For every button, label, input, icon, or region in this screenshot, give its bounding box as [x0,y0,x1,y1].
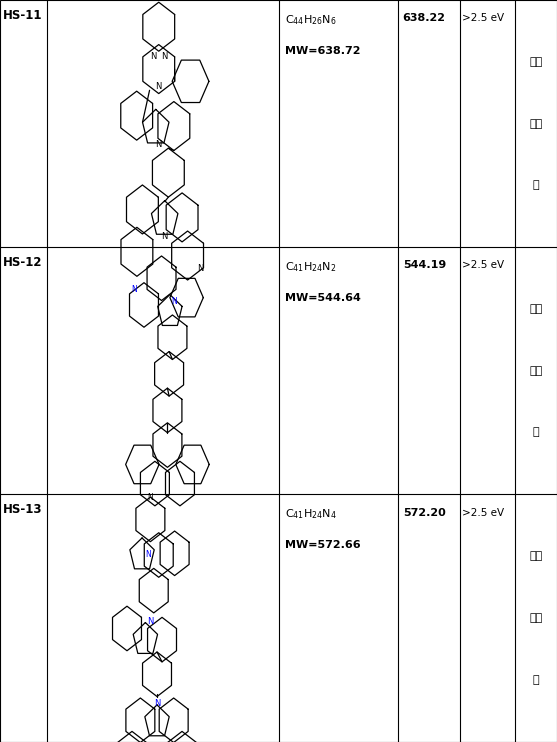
Text: MW=544.64: MW=544.64 [285,293,361,303]
Text: HS-12: HS-12 [3,256,43,269]
Text: C$_{41}$H$_{24}$N$_{4}$: C$_{41}$H$_{24}$N$_{4}$ [285,508,337,522]
Text: 易溶: 易溶 [530,57,543,67]
Text: 易升: 易升 [530,366,543,375]
Text: HS-13: HS-13 [3,503,43,516]
Text: 易升: 易升 [530,119,543,128]
Text: 华: 华 [533,427,539,437]
Text: >2.5 eV: >2.5 eV [462,508,505,517]
Text: N: N [131,285,137,294]
Text: 572.20: 572.20 [403,508,446,517]
Text: 易升: 易升 [530,613,543,623]
Text: >2.5 eV: >2.5 eV [462,13,505,23]
Text: N: N [162,232,168,241]
Text: N: N [147,617,154,626]
Text: 易溶: 易溶 [530,551,543,561]
Text: HS-11: HS-11 [3,9,43,22]
Text: N: N [171,297,177,306]
Text: 华: 华 [533,675,539,685]
Text: N: N [145,550,152,559]
Text: 易溶: 易溶 [530,304,543,314]
Text: C$_{44}$H$_{26}$N$_{6}$: C$_{44}$H$_{26}$N$_{6}$ [285,13,337,27]
Text: MW=572.66: MW=572.66 [285,540,361,550]
Text: N: N [154,699,160,708]
Text: MW=638.72: MW=638.72 [285,46,361,56]
Text: N: N [155,82,162,91]
Text: 544.19: 544.19 [403,260,446,270]
Text: N: N [148,493,153,502]
Text: >2.5 eV: >2.5 eV [462,260,505,270]
Text: 华: 华 [533,180,539,190]
Text: N: N [161,52,168,61]
Text: N: N [197,264,204,274]
Text: N: N [150,52,157,61]
Text: 638.22: 638.22 [403,13,446,23]
Text: C$_{41}$H$_{24}$N$_{2}$: C$_{41}$H$_{24}$N$_{2}$ [285,260,336,275]
Text: N: N [155,140,161,149]
